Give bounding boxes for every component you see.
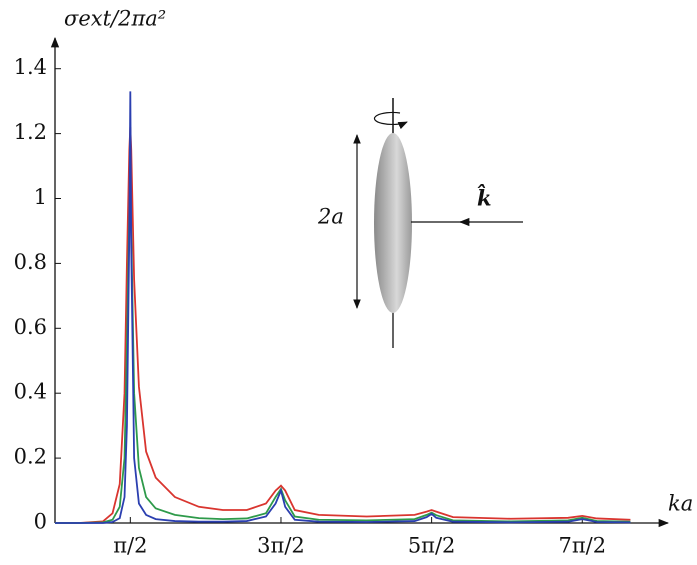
y-tick-label: 1.4 bbox=[14, 55, 47, 79]
y-tick-label: 0.4 bbox=[14, 380, 47, 404]
y-axis-label: σext/2πa² bbox=[64, 7, 166, 31]
x-tick-label: 5π/2 bbox=[408, 534, 456, 558]
series-line bbox=[55, 182, 631, 524]
spheroid bbox=[374, 133, 412, 313]
y-tick-label: 0.8 bbox=[14, 250, 47, 274]
rotation-arrow bbox=[373, 111, 408, 130]
y-tick-label: 0 bbox=[34, 510, 47, 534]
y-tick-label: 1.2 bbox=[14, 120, 47, 144]
series-line bbox=[55, 127, 631, 524]
x-tick-label: 7π/2 bbox=[558, 534, 606, 558]
x-tick-label: π/2 bbox=[113, 534, 147, 558]
series-line bbox=[55, 91, 631, 524]
x-tick-label: 3π/2 bbox=[257, 534, 305, 558]
x-axis-label: ka bbox=[668, 492, 693, 516]
y-tick-label: 0.6 bbox=[14, 315, 47, 339]
y-tick-label: 0.2 bbox=[14, 445, 47, 469]
wave-label: k̂ bbox=[477, 185, 492, 211]
size-label: 2a bbox=[317, 205, 344, 229]
inset: 2a k̂ bbox=[317, 98, 523, 348]
y-tick-label: 1 bbox=[34, 185, 47, 209]
